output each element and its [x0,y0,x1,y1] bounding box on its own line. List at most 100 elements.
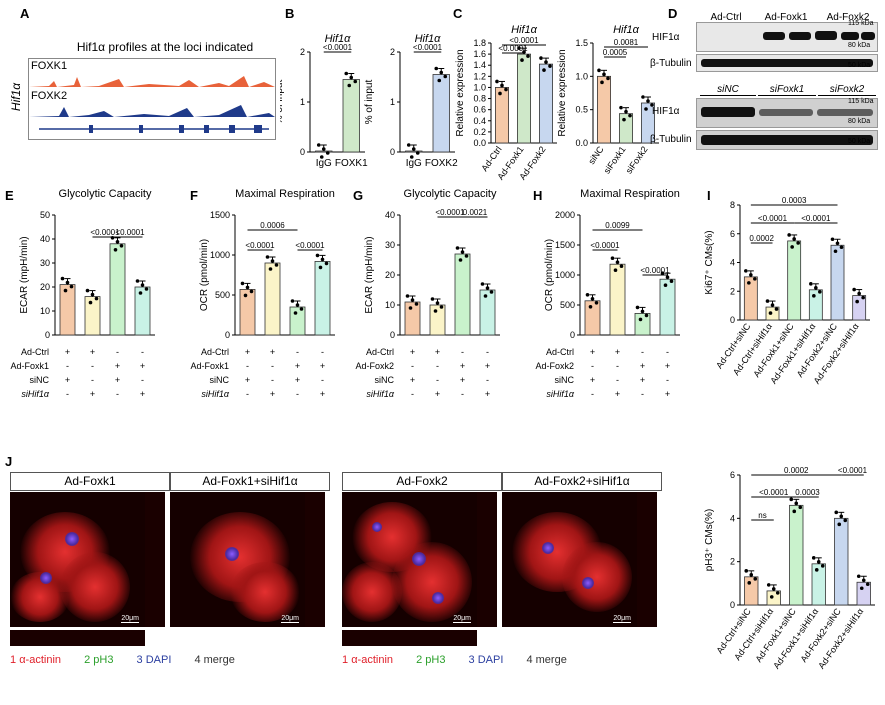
chip-tracks [29,76,275,133]
c2-pvalue: 0.0081 [614,38,639,47]
j-point [839,514,844,519]
c2-point [619,105,623,110]
b1-bar [342,79,360,153]
e-point [94,296,99,301]
g-point [458,258,463,262]
h-cond-sign: + [590,347,595,357]
g-point [414,302,419,306]
foxk2-track [29,105,275,117]
e-cond-sign: + [140,389,145,399]
panel-label-e: E [5,188,14,203]
western-blots: Ad-Ctrl Ad-Foxk1 Ad-Foxk2 HIF1α β-Tubuli… [650,12,885,162]
f-cond-sign: - [246,389,249,399]
e-bar [84,296,101,336]
h-point [619,264,624,268]
micrograph-4: 20μm [502,492,637,627]
c1-ytick-label: 0.2 [473,127,486,137]
b1-ytick-label: 0 [300,147,305,157]
h-cond-sign: - [641,389,644,399]
h-point [594,301,599,305]
g-cond-sign: - [461,347,464,357]
i-point [835,241,840,246]
g-cond-sign: + [485,361,490,371]
micrograph-3: 20μm [342,492,477,627]
f-point [320,257,325,262]
g-ytick-label: 40 [385,210,395,220]
i-bar [743,276,758,321]
c2-point [624,109,628,114]
j-point [749,573,754,577]
c1-ytick-label: 0.6 [473,105,486,115]
b1-point [319,155,324,159]
i-pvalue: 0.0003 [782,196,807,205]
g-cond-sign: + [435,347,440,357]
i-ytick-label: 6 [730,229,735,239]
i-pvalue: 0.0002 [749,234,774,243]
e-point [90,292,95,297]
c2-point [650,103,654,107]
c2-cat-label: siFoxk2 [624,144,650,175]
e-point [69,284,74,289]
i-pvalue: <0.0001 [801,214,831,223]
g-point [485,286,490,290]
h-ytick-label: 1000 [555,270,575,280]
h-cond-label: Ad-Ctrl [546,347,574,357]
h-cond-sign: - [591,389,594,399]
g-ylabel: ECAR (mpH/min) [364,236,375,313]
j-pvalue: ns [758,511,766,520]
c1-point [500,83,504,88]
b2-bar [405,150,423,153]
g-cond-label: siHif1α [366,389,395,399]
g-point [460,250,465,254]
i-point [744,269,748,273]
e-cond-sign: + [115,375,120,385]
e-ytick-label: 40 [40,234,50,244]
e-cond-sign: + [90,347,95,357]
f-cond-label: siHif1α [201,389,230,399]
b2-ytick-label: 1 [390,97,395,107]
c1-point [517,46,521,50]
f-cond-sign: - [296,347,299,357]
g-cond-label: siNC [375,375,395,385]
h-title: Maximal Respiration [580,188,680,200]
h-bar [659,278,676,336]
g-cond-label: Ad-Ctrl [366,347,394,357]
f-cond-sign: - [321,347,324,357]
h-point [644,313,649,318]
g-cond-sign: + [410,375,415,385]
h-point [590,297,595,301]
i-point [839,245,844,250]
panel-label-c: C [453,6,463,21]
j-pvalue: <0.0001 [838,466,868,475]
h-pvalue: <0.0001 [640,266,670,275]
j-point [771,587,776,591]
h-ytick-label: 1500 [555,240,575,250]
track-label-foxk2: FOXK2 [31,90,68,102]
b1-point [321,147,326,151]
i-point [814,286,818,290]
h-ytick-label: 0 [570,330,575,340]
g-point [455,246,460,250]
f-cond-label: Ad-Foxk1 [190,361,229,371]
b2-point [434,66,439,71]
e-point [65,280,70,285]
wb-marker-50-top: 50 kDa [848,62,871,69]
b1-cat-label: FOXK1 [335,158,368,169]
e-cond-sign: + [90,389,95,399]
c2-ytick-label: 1.0 [575,71,588,81]
j-point [834,510,839,515]
b2-ytick-label: 2 [390,47,395,57]
h-cond-sign: - [641,347,644,357]
e-point [113,248,118,252]
wb-lane-sinc: siNC [700,84,756,96]
g-point [408,306,413,310]
i-ytick-label: 4 [730,258,735,268]
e-point [119,244,124,248]
f-cond-sign: - [246,361,249,371]
j-point [792,509,797,514]
c1-point [495,79,499,84]
panel-label-j: J [5,454,13,469]
h-cond-sign: + [615,389,620,399]
g-point [433,309,438,313]
